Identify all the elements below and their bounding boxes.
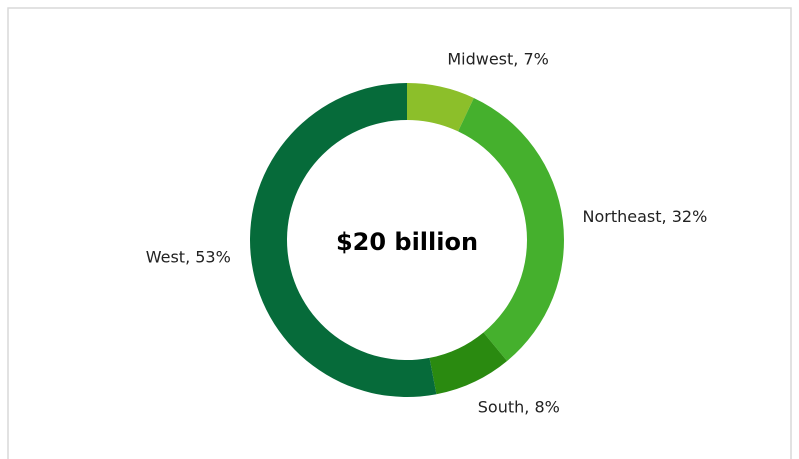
label-separator: ,	[524, 397, 534, 416]
value-label: 8%	[534, 397, 559, 416]
donut-slice	[429, 332, 508, 395]
label-separator: ,	[662, 206, 672, 225]
value-label: 7%	[523, 49, 548, 68]
category-label: South	[478, 397, 525, 416]
chart-border	[7, 7, 792, 459]
donut-slice	[249, 83, 437, 397]
label-separator: ,	[185, 247, 195, 266]
category-label: West	[146, 247, 185, 266]
donut-slice	[407, 83, 474, 132]
data-label: Midwest, 7%	[447, 49, 549, 68]
center-text: $20 billion	[336, 228, 478, 256]
data-label: West, 53%	[146, 247, 231, 266]
donut-slice	[458, 97, 564, 361]
value-label: 32%	[672, 206, 708, 225]
value-label: 53%	[195, 247, 231, 266]
label-separator: ,	[513, 49, 523, 68]
data-label: South, 8%	[478, 397, 560, 416]
data-label: Northeast, 32%	[583, 206, 708, 225]
category-label: Northeast	[583, 206, 662, 225]
category-label: Midwest	[447, 49, 513, 68]
